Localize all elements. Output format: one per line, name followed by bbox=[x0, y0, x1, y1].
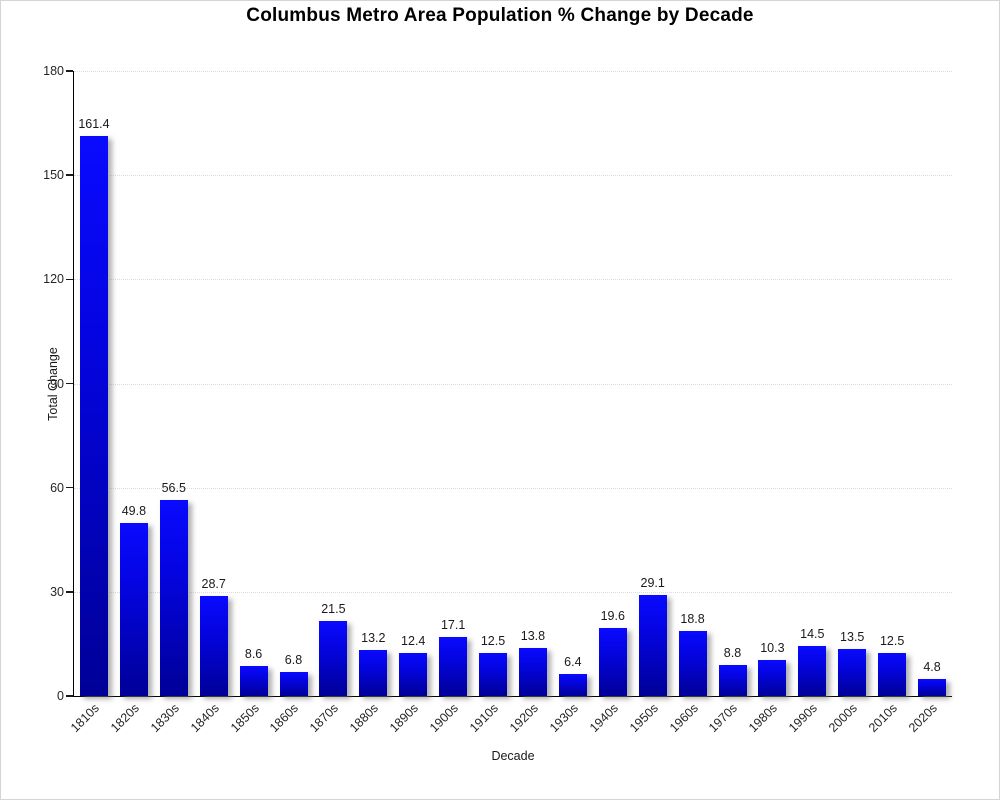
bar-value-label: 19.6 bbox=[600, 608, 625, 623]
bar-1920s bbox=[518, 648, 547, 696]
x-tick-label: 1860s bbox=[267, 701, 302, 735]
y-tick-mark bbox=[65, 591, 73, 593]
x-tick-label: 1960s bbox=[666, 701, 701, 735]
bar-1830s bbox=[159, 499, 188, 696]
bar-2010s bbox=[878, 652, 907, 696]
bar-1860s bbox=[279, 672, 308, 696]
gridline bbox=[74, 383, 952, 385]
bar-value-label: 28.7 bbox=[201, 577, 226, 592]
plot-area: Total Change Decade 1810s 1820s 1830s 1840s… bbox=[43, 64, 952, 763]
y-tick-label: 90 bbox=[50, 376, 64, 391]
bar-1890s bbox=[399, 652, 428, 696]
x-tick-label: 1930s bbox=[546, 701, 581, 735]
bar-value-label: 8.6 bbox=[244, 647, 263, 662]
bar-value-label: 10.3 bbox=[760, 641, 785, 656]
x-tick-label: 2020s bbox=[905, 701, 940, 735]
x-tick-label: 1980s bbox=[746, 701, 781, 735]
x-tick-label: 1840s bbox=[187, 701, 222, 735]
bar-value-label: 13.5 bbox=[840, 630, 865, 645]
x-axis-title: Decade bbox=[491, 749, 535, 763]
y-tick-mark bbox=[65, 695, 73, 697]
bar-value-label: 14.5 bbox=[800, 626, 825, 641]
x-tick-label: 1920s bbox=[506, 701, 541, 735]
bar-value-label: 13.8 bbox=[520, 629, 546, 644]
bar-value-label: 6.8 bbox=[284, 653, 303, 668]
bar-value-label: 6.4 bbox=[564, 654, 582, 669]
bar-value-label: 18.8 bbox=[680, 611, 705, 626]
gridline bbox=[74, 279, 952, 281]
bar-value-label: 17.1 bbox=[440, 617, 466, 632]
y-tick-label: 60 bbox=[50, 480, 64, 495]
y-tick-mark bbox=[65, 486, 73, 489]
x-axis-labels: 1810s 1820s 1830s 1840s 1850s 1860s 1870s 1880s… bbox=[68, 696, 952, 756]
bar-value-label: 12.4 bbox=[401, 633, 426, 648]
y-tick-mark bbox=[65, 382, 73, 385]
y-tick-label: 0 bbox=[57, 689, 64, 703]
chart-title: Columbus Metro Area Population % Change … bbox=[246, 5, 754, 26]
bar-1870s bbox=[319, 621, 348, 696]
gridline bbox=[74, 175, 952, 177]
x-tick-label: 2010s bbox=[866, 701, 901, 735]
x-tick-label: 1900s bbox=[427, 701, 462, 735]
x-tick-label: 1870s bbox=[307, 701, 342, 735]
bar-value-label: 161.4 bbox=[78, 116, 110, 131]
y-tick-label: 120 bbox=[43, 272, 64, 287]
bar-1990s bbox=[798, 645, 827, 696]
x-tick-label: 1910s bbox=[466, 701, 501, 735]
x-tick-label: 1830s bbox=[147, 701, 182, 735]
bar-value-label: 56.5 bbox=[161, 480, 186, 495]
bar-1880s bbox=[359, 650, 388, 696]
bar-1810s bbox=[79, 135, 108, 696]
y-tick-mark bbox=[65, 70, 73, 72]
bar-value-label: 4.8 bbox=[923, 660, 941, 675]
gridline bbox=[74, 487, 952, 489]
x-tick-label: 1880s bbox=[347, 701, 382, 735]
bar-2000s bbox=[838, 649, 867, 696]
bar-1940s bbox=[598, 627, 627, 696]
x-tick-label: 2000s bbox=[826, 701, 861, 735]
y-tick-label: 150 bbox=[43, 168, 64, 183]
y-tick-label: 30 bbox=[50, 584, 64, 599]
y-tick-label: 180 bbox=[43, 64, 64, 78]
bar-value-label: 21.5 bbox=[321, 602, 346, 617]
bar-1980s bbox=[758, 660, 787, 696]
x-tick-label: 1820s bbox=[107, 701, 142, 735]
x-tick-label: 1970s bbox=[706, 701, 741, 735]
bar-2020s bbox=[918, 679, 947, 696]
x-tick-label: 1850s bbox=[227, 701, 262, 735]
bar-1910s bbox=[479, 652, 508, 696]
bar-1850s bbox=[239, 666, 268, 696]
bar-1820s bbox=[119, 523, 148, 696]
bar-1900s bbox=[439, 636, 468, 696]
gridline bbox=[74, 591, 952, 593]
x-tick-label: 1990s bbox=[786, 701, 821, 735]
x-tick-label: 1940s bbox=[586, 701, 621, 735]
gridline bbox=[74, 71, 952, 72]
bar-value-label: 12.5 bbox=[879, 633, 905, 648]
bar-1840s bbox=[199, 596, 228, 696]
x-tick-label: 1810s bbox=[67, 701, 102, 735]
bar-1950s bbox=[638, 594, 667, 696]
bar-value-label: 29.1 bbox=[640, 575, 665, 590]
bar-value-label: 8.8 bbox=[723, 646, 742, 661]
bar-value-label: 13.2 bbox=[361, 631, 386, 646]
y-tick-mark bbox=[65, 278, 73, 281]
x-tick-label: 1950s bbox=[626, 701, 661, 735]
bar-value-label: 49.8 bbox=[121, 504, 147, 519]
x-tick-label: 1890s bbox=[387, 701, 422, 735]
bar-value-label: 12.5 bbox=[480, 633, 506, 648]
bar-1970s bbox=[718, 665, 747, 696]
y-tick-mark bbox=[65, 174, 73, 176]
bar-1960s bbox=[678, 630, 707, 696]
bar-1930s bbox=[558, 673, 587, 696]
